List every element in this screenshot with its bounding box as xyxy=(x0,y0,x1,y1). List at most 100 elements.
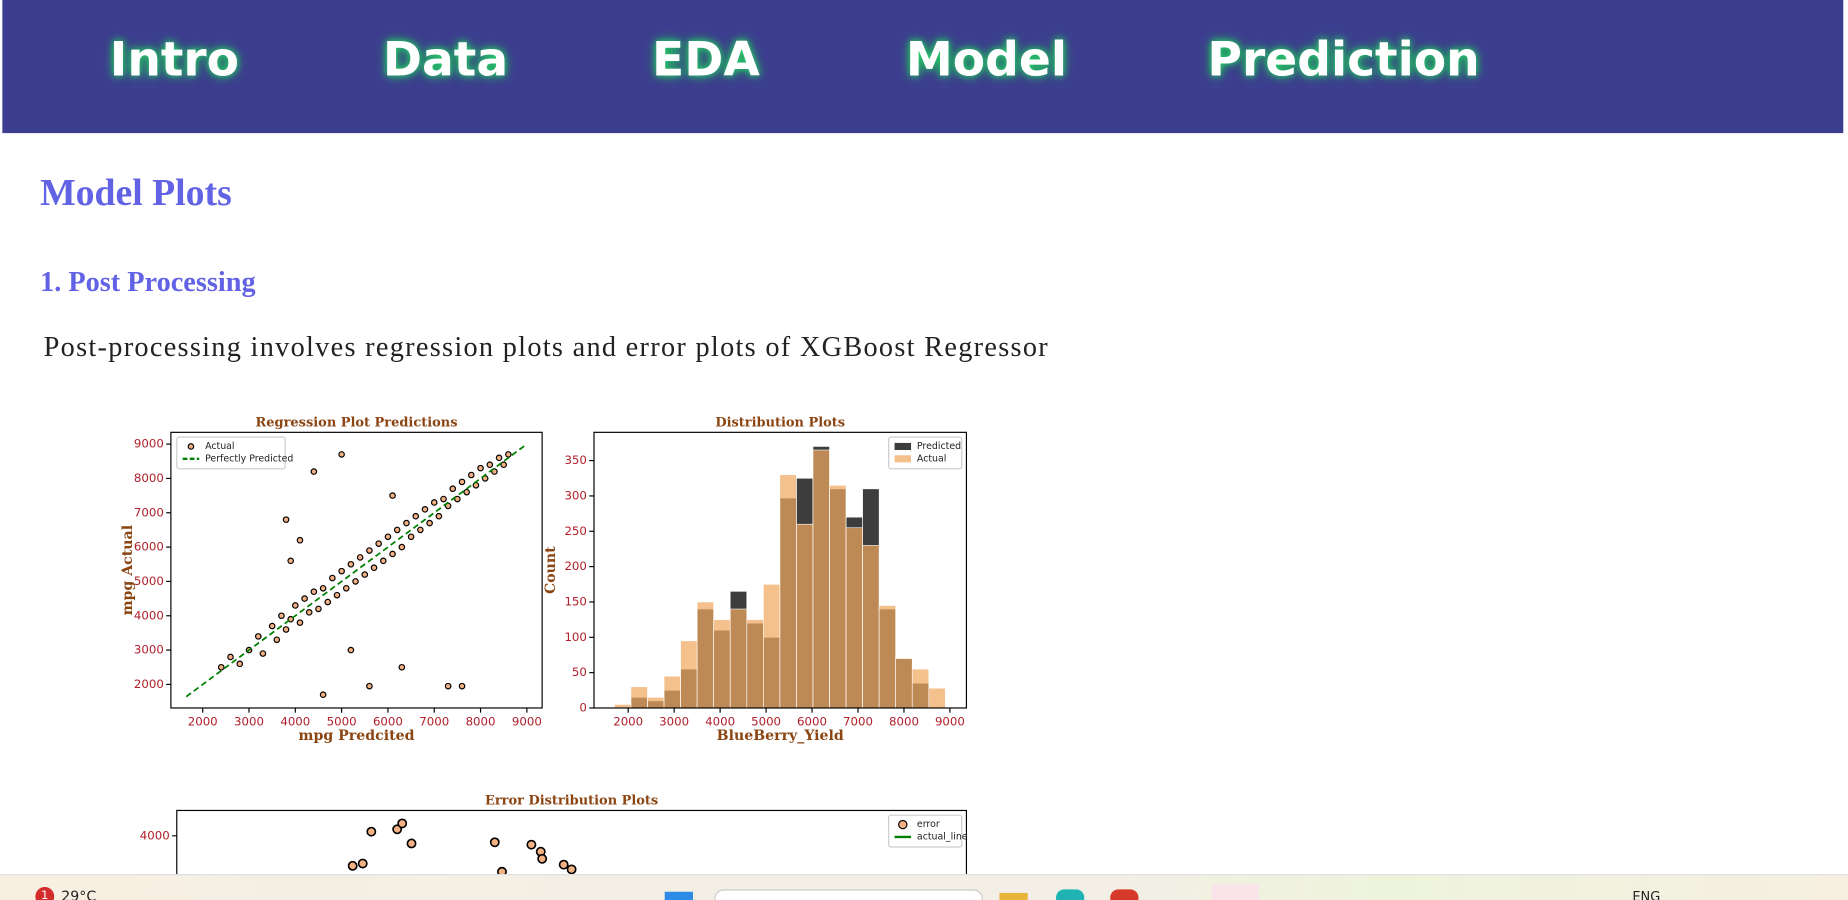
x-tick-label: 6000 xyxy=(373,715,403,729)
legend-swatch xyxy=(894,455,912,463)
point xyxy=(254,633,262,640)
nav-item[interactable]: Intro xyxy=(109,32,240,88)
nav-bar: Intro Data EDA Model Prediction xyxy=(2,0,1844,134)
legend-swatch xyxy=(187,443,195,450)
hist-bar xyxy=(895,658,913,709)
point xyxy=(435,512,443,520)
hist-bar xyxy=(696,601,714,709)
point xyxy=(463,488,470,496)
point xyxy=(217,663,225,671)
x-tick-label: 2000 xyxy=(613,715,643,729)
y-tick-label: 250 xyxy=(564,524,586,538)
nav-item[interactable]: Prediction xyxy=(1207,32,1480,88)
point xyxy=(329,574,336,582)
point xyxy=(505,451,512,458)
description: Post-processing involves regression plot… xyxy=(43,332,1049,363)
point xyxy=(347,646,355,654)
point xyxy=(366,547,373,554)
point xyxy=(412,512,420,520)
point xyxy=(380,557,387,565)
hist-bar xyxy=(729,608,748,709)
point xyxy=(273,636,281,644)
app-icon[interactable] xyxy=(1110,889,1139,900)
chart: Error Distribution Plots 4000 erroractual_… xyxy=(140,794,968,875)
y-tick-label: 0 xyxy=(579,700,587,714)
app-icon[interactable] xyxy=(1055,889,1085,900)
point xyxy=(292,602,299,609)
y-tick-label: 2000 xyxy=(134,677,164,691)
point xyxy=(319,691,327,699)
point xyxy=(287,557,294,565)
hist-bar xyxy=(630,686,648,709)
y-tick-label: 7000 xyxy=(134,505,164,519)
point xyxy=(227,653,234,661)
start-icon[interactable] xyxy=(664,891,693,900)
plot-area xyxy=(614,446,946,709)
point xyxy=(370,564,378,571)
point xyxy=(537,853,548,864)
legend-label: Perfectly Predicted xyxy=(205,453,293,464)
point xyxy=(347,560,355,568)
legend-label: Actual xyxy=(917,453,946,464)
nav-item[interactable]: Model xyxy=(905,32,1068,88)
point xyxy=(430,499,438,506)
point xyxy=(296,619,304,626)
point xyxy=(342,584,350,592)
axes-frame xyxy=(170,431,543,709)
app-icon[interactable] xyxy=(1211,884,1259,900)
y-tick-label: 4000 xyxy=(134,608,164,622)
point xyxy=(310,468,318,475)
point xyxy=(407,533,415,541)
point xyxy=(282,516,290,523)
chart: Regression Plot Predictions 2000 3000 4000 5… xyxy=(120,415,543,744)
plot-area xyxy=(347,818,577,875)
nav-item[interactable]: EDA xyxy=(652,32,760,88)
y-tick-label: 50 xyxy=(572,665,587,679)
y-tick-label: 350 xyxy=(564,453,586,467)
point xyxy=(444,682,452,690)
hist-bar xyxy=(862,545,880,709)
point xyxy=(236,660,244,668)
y-tick-label: 6000 xyxy=(134,540,164,554)
legend-label: actual_line xyxy=(917,831,968,842)
point xyxy=(489,837,500,848)
x-axis-label: mpg Predcited xyxy=(299,728,415,744)
point xyxy=(398,663,406,671)
point xyxy=(558,859,569,870)
section-title: 1. Post Processing xyxy=(40,267,256,299)
language: ENG xyxy=(1632,889,1661,900)
point xyxy=(389,492,396,499)
point xyxy=(375,540,382,547)
x-tick-label: 8000 xyxy=(466,715,496,729)
point xyxy=(403,519,410,527)
taskbar: 1 29°C ENG xyxy=(0,874,1848,900)
hist-bar xyxy=(763,583,781,709)
point xyxy=(366,826,377,837)
app-icon[interactable] xyxy=(999,892,1028,900)
x-tick-label: 5000 xyxy=(327,715,357,729)
x-tick-label: 7000 xyxy=(419,715,449,729)
y-axis-label: Count xyxy=(543,546,559,594)
hist-bar xyxy=(911,668,930,709)
point xyxy=(426,519,433,527)
point xyxy=(324,598,332,606)
point xyxy=(347,860,358,871)
hist-bar xyxy=(928,687,946,709)
point xyxy=(421,506,429,513)
point xyxy=(352,578,359,585)
point xyxy=(467,471,475,479)
point xyxy=(449,485,457,493)
nav-item[interactable]: Data xyxy=(382,32,509,88)
x-tick-label: 9000 xyxy=(512,715,542,729)
page-title: Model Plots xyxy=(40,170,232,214)
point xyxy=(361,571,369,578)
hist-bar xyxy=(796,523,814,709)
point xyxy=(301,595,308,602)
point xyxy=(397,818,408,829)
search-box[interactable] xyxy=(714,889,983,900)
point xyxy=(500,461,508,468)
legend-label: Actual xyxy=(205,441,234,452)
